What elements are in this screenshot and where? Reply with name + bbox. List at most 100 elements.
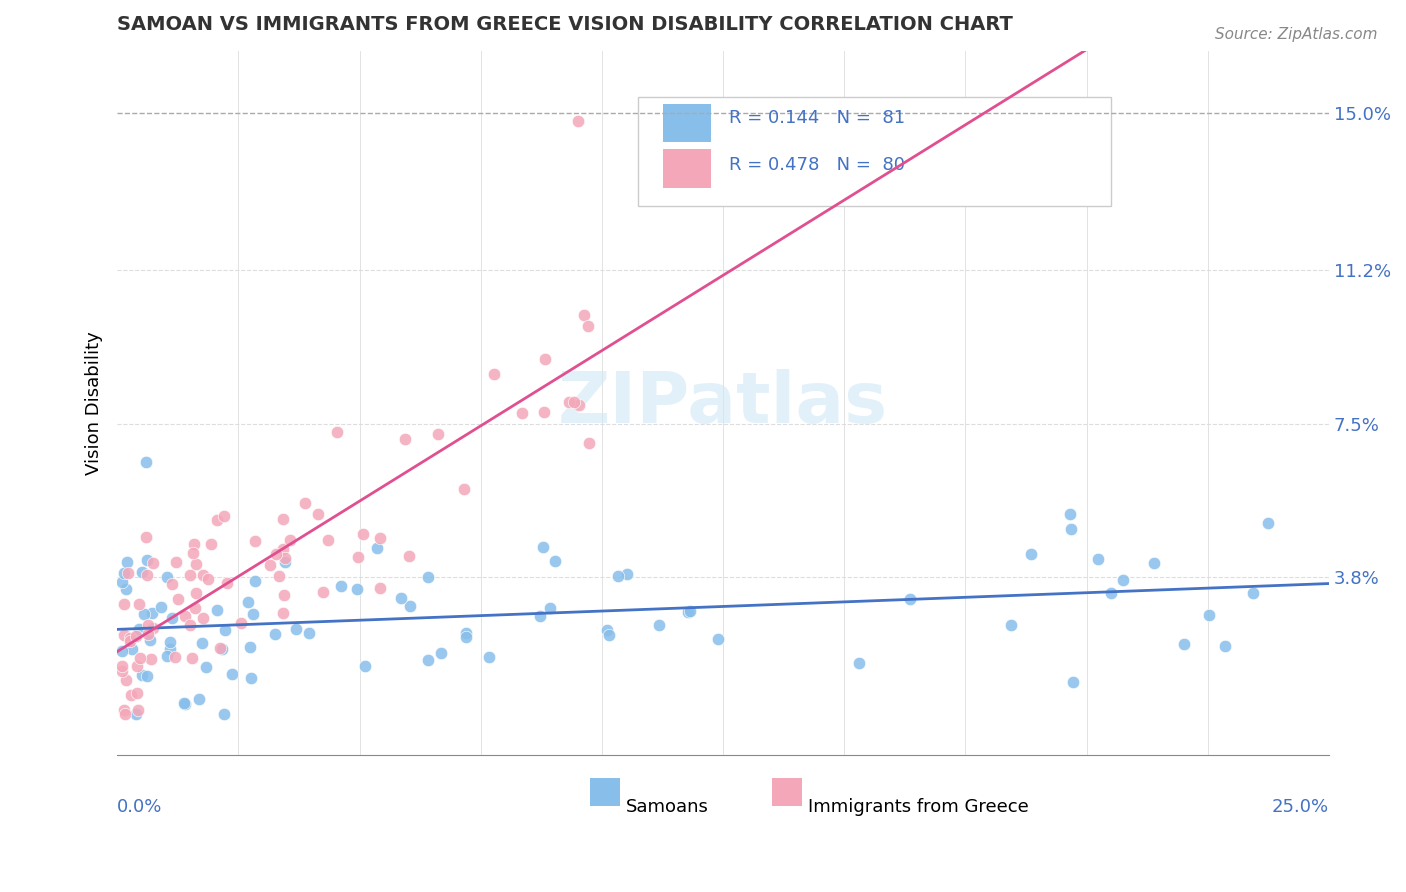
- Point: [267, 568, 290, 582]
- Point: [706, 632, 728, 646]
- Point: [197, 572, 219, 586]
- Point: [271, 542, 294, 557]
- Point: [271, 512, 294, 526]
- Point: [389, 591, 412, 605]
- Point: [200, 537, 222, 551]
- Point: [124, 629, 146, 643]
- Point: [191, 567, 214, 582]
- Point: [430, 646, 453, 660]
- Point: [533, 405, 555, 419]
- Point: [111, 575, 134, 590]
- Point: [117, 566, 139, 580]
- Point: [243, 574, 266, 589]
- Point: [135, 553, 157, 567]
- Point: [898, 591, 921, 606]
- Point: [120, 688, 142, 702]
- Point: [239, 671, 262, 685]
- Point: [1112, 573, 1135, 587]
- Point: [214, 624, 236, 638]
- Point: [183, 537, 205, 551]
- Point: [183, 546, 205, 560]
- Point: [174, 697, 197, 711]
- Point: [142, 556, 165, 570]
- Point: [136, 568, 159, 582]
- Text: 25.0%: 25.0%: [1272, 797, 1329, 815]
- Point: [346, 549, 368, 564]
- Point: [531, 540, 554, 554]
- Point: [112, 628, 135, 642]
- Point: [294, 496, 316, 510]
- Point: [534, 352, 557, 367]
- Point: [274, 555, 297, 569]
- Point: [128, 650, 150, 665]
- Text: R = 0.144   N =  81: R = 0.144 N = 81: [730, 110, 905, 128]
- Point: [568, 398, 591, 412]
- Point: [229, 615, 252, 630]
- Point: [394, 432, 416, 446]
- Point: [562, 395, 585, 409]
- Point: [165, 555, 187, 569]
- Point: [1198, 608, 1220, 623]
- Point: [1143, 556, 1166, 570]
- Point: [160, 576, 183, 591]
- Point: [112, 703, 135, 717]
- Point: [141, 606, 163, 620]
- Point: [135, 455, 157, 469]
- Point: [285, 622, 308, 636]
- Point: [273, 588, 295, 602]
- Point: [456, 630, 478, 644]
- Point: [111, 664, 134, 678]
- Point: [194, 660, 217, 674]
- Point: [212, 706, 235, 721]
- Point: [131, 565, 153, 579]
- Point: [598, 628, 620, 642]
- Point: [179, 617, 201, 632]
- Point: [125, 686, 148, 700]
- Point: [112, 566, 135, 581]
- Point: [353, 659, 375, 673]
- Point: [418, 653, 440, 667]
- Point: [1087, 552, 1109, 566]
- Text: ZIPatlas: ZIPatlas: [558, 368, 889, 438]
- Point: [529, 609, 551, 624]
- Point: [679, 604, 702, 618]
- Point: [398, 599, 420, 614]
- Point: [368, 581, 391, 595]
- Point: [329, 579, 352, 593]
- Point: [205, 513, 228, 527]
- Point: [131, 668, 153, 682]
- Point: [259, 558, 281, 572]
- Point: [115, 673, 138, 688]
- Point: [567, 114, 589, 128]
- Point: [221, 667, 243, 681]
- Point: [118, 634, 141, 648]
- Point: [848, 656, 870, 670]
- Point: [1257, 516, 1279, 530]
- Text: Immigrants from Greece: Immigrants from Greece: [808, 797, 1029, 815]
- Point: [1000, 618, 1022, 632]
- Point: [572, 308, 595, 322]
- Point: [173, 696, 195, 710]
- Point: [648, 618, 671, 632]
- Point: [326, 425, 349, 440]
- Point: [112, 598, 135, 612]
- Point: [142, 621, 165, 635]
- Point: [239, 640, 262, 654]
- Point: [167, 592, 190, 607]
- Point: [136, 618, 159, 632]
- Point: [115, 556, 138, 570]
- Point: [121, 641, 143, 656]
- Point: [128, 597, 150, 611]
- Text: Samoans: Samoans: [626, 797, 709, 815]
- Point: [346, 582, 368, 597]
- Point: [353, 527, 375, 541]
- FancyBboxPatch shape: [638, 96, 1111, 206]
- Point: [1213, 640, 1236, 654]
- Point: [125, 706, 148, 721]
- Point: [135, 530, 157, 544]
- Text: 0.0%: 0.0%: [117, 797, 163, 815]
- Point: [1173, 637, 1195, 651]
- Point: [1019, 547, 1042, 561]
- Point: [312, 585, 335, 599]
- Point: [264, 627, 287, 641]
